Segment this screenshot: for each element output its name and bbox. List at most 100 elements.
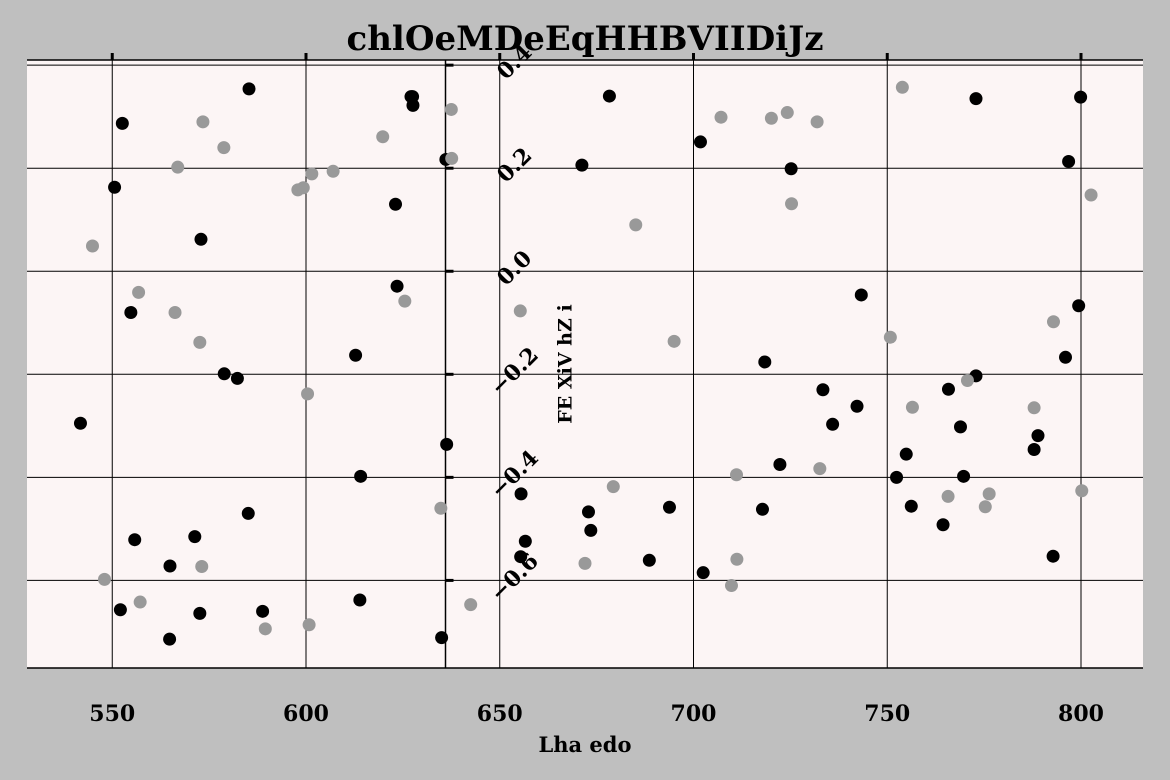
data-point bbox=[890, 470, 904, 484]
data-point bbox=[730, 552, 744, 566]
data-point bbox=[1072, 299, 1086, 313]
data-point bbox=[1031, 429, 1045, 443]
data-point bbox=[982, 487, 996, 501]
data-point bbox=[581, 505, 595, 519]
x-tick-label: 800 bbox=[1058, 701, 1104, 727]
data-point bbox=[241, 506, 255, 520]
data-point bbox=[1074, 90, 1088, 104]
data-point bbox=[758, 355, 772, 369]
data-point bbox=[693, 135, 707, 149]
data-point bbox=[883, 330, 897, 344]
data-point bbox=[905, 400, 919, 414]
data-point bbox=[813, 462, 827, 476]
data-point bbox=[133, 595, 147, 609]
data-point bbox=[629, 218, 643, 232]
data-point bbox=[193, 335, 207, 349]
data-point bbox=[132, 285, 146, 299]
data-point bbox=[784, 162, 798, 176]
data-point bbox=[302, 618, 316, 632]
data-point bbox=[941, 382, 955, 396]
data-point bbox=[354, 469, 368, 483]
x-axis-ticks: 550 600 650 700 750 800 bbox=[89, 53, 1104, 727]
data-point bbox=[724, 579, 738, 593]
data-point bbox=[953, 420, 967, 434]
data-point bbox=[696, 566, 710, 580]
x-tick-label: 650 bbox=[477, 701, 523, 727]
data-point bbox=[168, 305, 182, 319]
data-point bbox=[435, 631, 449, 645]
data-point bbox=[978, 500, 992, 514]
data-point bbox=[518, 534, 532, 548]
data-point bbox=[73, 416, 87, 430]
data-point bbox=[124, 305, 138, 319]
data-point bbox=[389, 197, 403, 211]
data-point bbox=[642, 553, 656, 567]
data-point bbox=[353, 593, 367, 607]
data-point bbox=[764, 111, 778, 125]
data-point bbox=[785, 197, 799, 211]
data-point bbox=[899, 447, 913, 461]
data-point bbox=[163, 632, 177, 646]
data-point bbox=[602, 89, 616, 103]
data-point bbox=[445, 151, 459, 165]
data-point bbox=[941, 489, 955, 503]
data-point bbox=[1027, 443, 1041, 457]
data-point bbox=[305, 167, 319, 181]
data-point bbox=[444, 102, 458, 116]
data-point bbox=[714, 110, 728, 124]
data-point bbox=[390, 279, 404, 293]
data-point bbox=[217, 367, 231, 381]
data-point bbox=[196, 115, 210, 129]
data-point bbox=[464, 598, 478, 612]
data-point bbox=[1084, 188, 1098, 202]
data-point bbox=[578, 556, 592, 570]
plot-area bbox=[27, 60, 1143, 668]
data-point bbox=[195, 559, 209, 573]
data-point bbox=[113, 603, 127, 617]
x-tick-label: 550 bbox=[89, 701, 135, 727]
data-point bbox=[258, 622, 272, 636]
data-point bbox=[194, 232, 208, 246]
data-point bbox=[98, 572, 111, 586]
data-point bbox=[854, 288, 868, 302]
data-point bbox=[349, 348, 363, 362]
data-point bbox=[193, 606, 207, 620]
y-axis-label: FE XiV hZ i bbox=[555, 304, 577, 423]
data-point bbox=[780, 106, 794, 120]
data-point bbox=[440, 437, 454, 451]
data-points bbox=[73, 80, 1098, 646]
x-tick-label: 600 bbox=[283, 701, 329, 727]
data-point bbox=[242, 82, 256, 96]
data-point bbox=[301, 387, 315, 401]
data-point bbox=[376, 130, 390, 144]
data-point bbox=[606, 480, 620, 494]
x-tick-label: 750 bbox=[864, 701, 910, 727]
data-point bbox=[188, 530, 202, 544]
data-point bbox=[895, 80, 909, 94]
data-point bbox=[326, 164, 340, 178]
data-point bbox=[514, 487, 528, 501]
data-point bbox=[1059, 350, 1072, 364]
data-point bbox=[230, 371, 244, 385]
data-point bbox=[514, 550, 528, 564]
data-point bbox=[850, 399, 864, 413]
data-point bbox=[398, 294, 412, 308]
chart-title: chlOeMDeEqHHBVIIDiJz bbox=[347, 19, 824, 59]
data-point bbox=[1027, 401, 1041, 415]
data-point bbox=[256, 604, 270, 618]
data-point bbox=[406, 90, 420, 104]
data-point bbox=[513, 304, 527, 318]
data-point bbox=[667, 334, 681, 348]
data-point bbox=[85, 239, 99, 253]
data-point bbox=[163, 559, 177, 573]
data-point bbox=[1046, 315, 1060, 329]
data-point bbox=[960, 373, 974, 387]
data-point bbox=[296, 181, 310, 195]
data-point bbox=[584, 523, 598, 537]
data-point bbox=[217, 141, 231, 155]
data-point bbox=[816, 383, 830, 397]
data-point bbox=[662, 500, 676, 514]
data-point bbox=[115, 116, 129, 130]
data-point bbox=[1075, 484, 1089, 498]
